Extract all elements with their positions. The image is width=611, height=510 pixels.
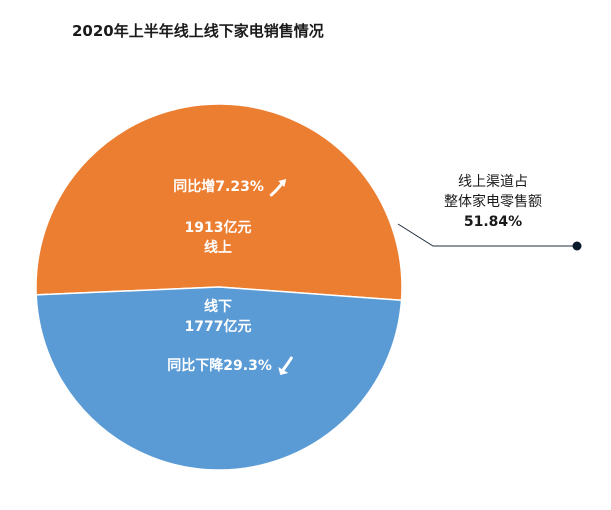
callout-percent: 51.84% bbox=[463, 214, 523, 230]
callout-dot bbox=[572, 241, 582, 251]
chart-title: 2020年上半年线上线下家电销售情况 bbox=[72, 22, 324, 40]
trend-down-icon bbox=[278, 356, 294, 375]
offline-value-label: 1777亿元 bbox=[184, 319, 252, 335]
pie-slice-online bbox=[35, 103, 403, 302]
share-callout: 线上渠道占 整体家电零售额 51.84% bbox=[418, 172, 568, 232]
callout-line1: 线上渠道占 bbox=[458, 174, 528, 190]
pie-slice-offline bbox=[35, 286, 403, 471]
online-yoy-label: 同比增7.23% bbox=[173, 176, 290, 198]
online-name-label: 线上 bbox=[204, 240, 232, 256]
offline-yoy-label: 同比下降29.3% bbox=[167, 355, 298, 377]
callout-line2: 整体家电零售额 bbox=[444, 194, 542, 210]
offline-name-label: 线下 bbox=[204, 299, 232, 315]
trend-up-icon bbox=[270, 179, 287, 197]
callout-leader-line bbox=[397, 223, 576, 247]
online-value-label: 1913亿元 bbox=[184, 220, 252, 236]
